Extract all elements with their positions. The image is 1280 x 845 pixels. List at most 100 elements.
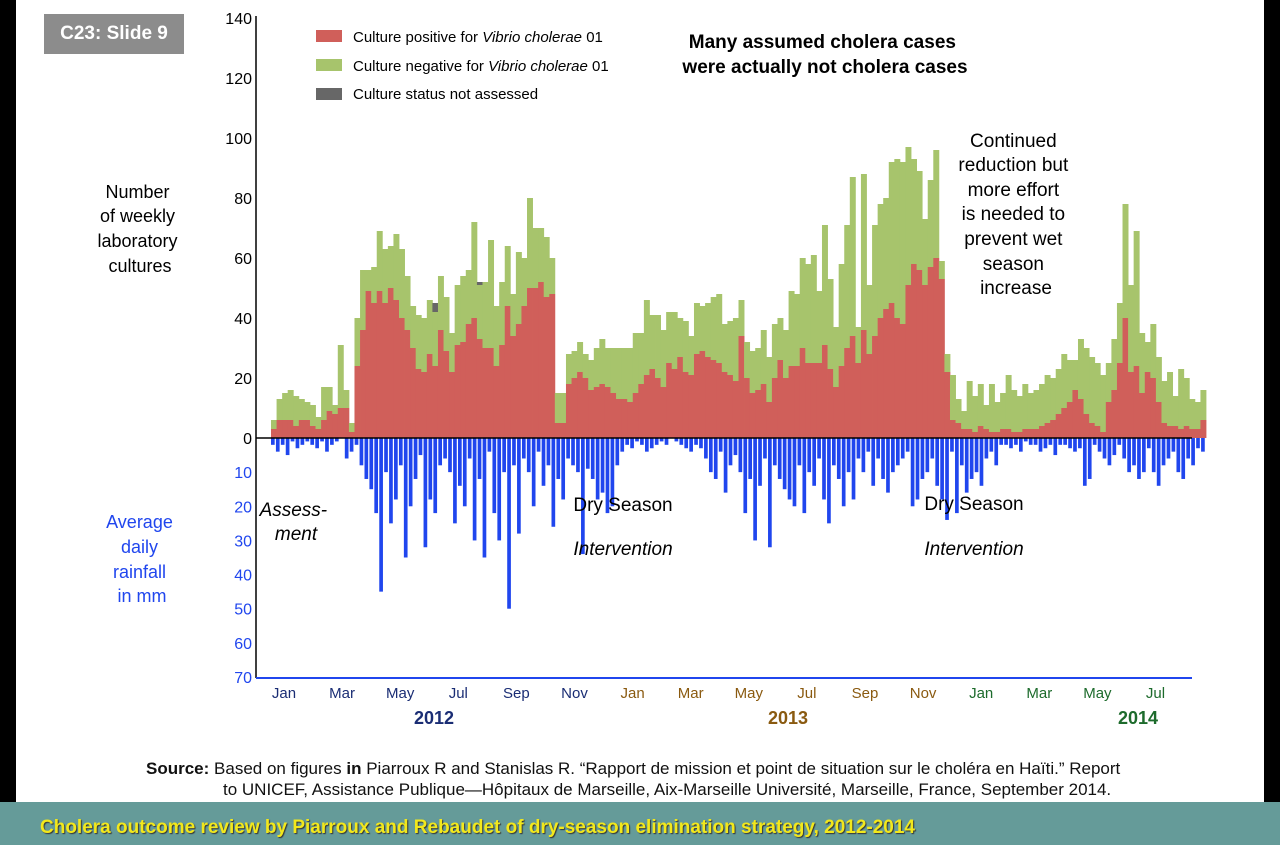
rainfall-bar bbox=[413, 438, 418, 479]
bar-negative bbox=[332, 405, 339, 414]
rainfall-bar bbox=[940, 438, 944, 500]
bar-negative bbox=[1105, 363, 1112, 402]
rainfall-bar bbox=[271, 438, 275, 445]
bar-negative bbox=[738, 300, 745, 336]
rainfall-bar bbox=[595, 438, 600, 500]
bar-negative bbox=[744, 342, 751, 378]
rainfall-bar bbox=[448, 438, 452, 473]
month-tick-label: May bbox=[1083, 685, 1112, 702]
y-tick-label: 80 bbox=[234, 191, 252, 208]
rainfall-bar bbox=[782, 438, 787, 490]
rainfall-bar bbox=[704, 438, 708, 459]
bar-negative bbox=[977, 384, 984, 426]
bar-positive bbox=[404, 330, 411, 438]
month-labels: Jan Mar May Jul Sep Nov Jan Mar May Jul Sep Nov Jan M… bbox=[272, 685, 1165, 702]
rainfall-bar bbox=[507, 438, 511, 609]
rainfall-bar bbox=[423, 438, 428, 548]
bar-positive bbox=[488, 348, 495, 438]
rainfall-bar bbox=[438, 438, 443, 466]
bar-negative bbox=[538, 228, 545, 282]
rainfall-bar bbox=[615, 438, 620, 466]
bar-negative bbox=[821, 225, 828, 345]
month-tick-label: Nov bbox=[561, 685, 588, 702]
rainfall-bar bbox=[418, 438, 423, 456]
footer-banner-title: Cholera outcome review by Piarroux and R… bbox=[40, 817, 915, 838]
rainfall-bar bbox=[679, 438, 684, 445]
bar-positive bbox=[449, 372, 456, 438]
bar-positive bbox=[577, 372, 584, 438]
bar-positive bbox=[933, 258, 940, 438]
bar-positive bbox=[560, 423, 567, 438]
month-tick-label: May bbox=[386, 685, 415, 702]
source-text-a: Based on figures bbox=[214, 759, 342, 778]
rainfall-bar bbox=[910, 438, 915, 507]
bar-positive bbox=[966, 429, 973, 438]
rainfall-bar bbox=[295, 438, 300, 449]
bar-negative bbox=[1183, 378, 1190, 426]
bar-positive bbox=[293, 426, 300, 438]
rainfall-bar bbox=[753, 438, 757, 541]
legend-label-not-assessed: Culture status not assessed bbox=[353, 86, 538, 103]
rainfall-bar bbox=[1078, 438, 1082, 449]
month-tick-label: Mar bbox=[678, 685, 704, 702]
rainfall-bar bbox=[832, 438, 836, 466]
month-tick-label: Jan bbox=[969, 685, 993, 702]
bar-positive bbox=[371, 303, 378, 438]
rainfall-bar bbox=[1181, 438, 1186, 479]
bar-positive bbox=[571, 378, 578, 438]
bar-positive bbox=[365, 291, 372, 438]
bar-negative bbox=[488, 240, 495, 348]
slide-background: 0 20 40 60 80 100 120 140 10 20 30 40 50 60 70 Jan Mar… bbox=[16, 0, 1264, 845]
bar-positive bbox=[771, 378, 778, 438]
bar-negative bbox=[449, 333, 456, 372]
rainfall-bar bbox=[354, 438, 359, 445]
bar-positive bbox=[588, 390, 595, 438]
rainfall-bar bbox=[300, 438, 305, 445]
bar-negative bbox=[649, 315, 656, 369]
bar-positive bbox=[504, 306, 511, 438]
bar-negative bbox=[755, 348, 762, 390]
bar-positive bbox=[949, 420, 956, 438]
bar-positive bbox=[1083, 414, 1090, 438]
rainfall-bar bbox=[1092, 438, 1097, 445]
bar-negative bbox=[421, 318, 428, 372]
rainfall-bar bbox=[344, 438, 349, 459]
rainfall-tick-label: 50 bbox=[234, 602, 252, 619]
bar-negative bbox=[1016, 396, 1023, 432]
rainfall-bar bbox=[482, 438, 487, 558]
bar-negative bbox=[716, 294, 723, 363]
bar-positive bbox=[766, 402, 773, 438]
rainfall-bar bbox=[969, 438, 974, 479]
bar-positive bbox=[443, 351, 450, 438]
rainfall-bar bbox=[974, 438, 979, 473]
rainfall-bar bbox=[1053, 438, 1058, 456]
bar-positive bbox=[833, 387, 840, 438]
rainfall-bar bbox=[1043, 438, 1048, 449]
bar-positive bbox=[437, 330, 444, 438]
bar-negative bbox=[749, 351, 756, 393]
bar-negative bbox=[838, 264, 845, 366]
bar-negative bbox=[710, 297, 717, 360]
rainfall-bar bbox=[640, 438, 644, 445]
bar-positive bbox=[816, 363, 823, 438]
bar-positive bbox=[1055, 414, 1062, 438]
rainfall-bar bbox=[900, 438, 905, 459]
rainfall-bar bbox=[1073, 438, 1077, 452]
rainfall-bar bbox=[699, 438, 703, 449]
source-label: Source: bbox=[146, 759, 210, 778]
source-text-b: Piarroux R and Stanislas R. “Rapport de … bbox=[366, 759, 1121, 778]
bar-negative bbox=[693, 303, 700, 354]
bar-negative bbox=[399, 249, 405, 318]
rainfall-bar bbox=[443, 438, 447, 459]
rainfall-bar bbox=[994, 438, 999, 466]
bar-negative bbox=[872, 225, 879, 336]
bar-negative bbox=[298, 399, 305, 420]
y-tick-label: 120 bbox=[225, 71, 252, 88]
bar-negative bbox=[293, 396, 300, 426]
rainfall-bar bbox=[1161, 438, 1166, 466]
rainfall-tick-label: 20 bbox=[234, 499, 252, 516]
bar-positive bbox=[794, 366, 801, 438]
bar-negative bbox=[432, 312, 439, 366]
month-tick-label: Jan bbox=[621, 685, 645, 702]
bar-positive bbox=[610, 393, 617, 438]
